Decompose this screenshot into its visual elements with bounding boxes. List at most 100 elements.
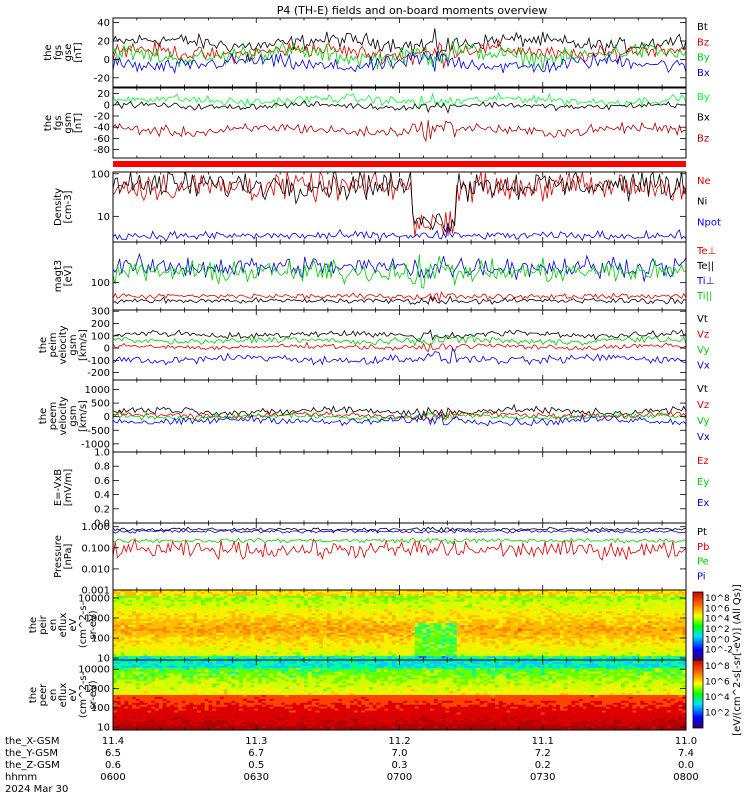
xaxis-tick-x: 11.1 [532, 736, 554, 747]
series-fgs_gsm-Bz [112, 120, 687, 143]
legend-peim_velocity-Vy: Vy [697, 345, 710, 356]
ylabel-line: eflux [58, 683, 69, 708]
legend-temperature-Ti⊥: Ti⊥ [696, 276, 714, 287]
xaxis-tick-t: 0730 [530, 772, 555, 783]
xaxis-tick-z: 0.6 [105, 760, 121, 771]
xaxis-tick-y: 6.5 [105, 748, 121, 759]
colorbar-label: [eV/(cm^2-s[-sr[-eV)] (All Qs)] [732, 584, 743, 736]
legend-pressure-Pt: Pt [697, 527, 707, 538]
colorbar [692, 659, 704, 729]
ytick-label: -100 [87, 356, 110, 367]
xaxis-tick-y: 6.7 [248, 748, 264, 759]
ytick-label: -80 [94, 145, 110, 156]
legend-peem_velocity-Vx: Vx [697, 432, 710, 443]
xaxis-tick-z: 0.2 [535, 760, 551, 771]
ytick-label: 10 [97, 723, 110, 734]
spectrogram-peir_efflux [113, 590, 687, 661]
colorbar-tick: 10^6 [705, 604, 730, 614]
colorbar-tick: 10^8 [705, 594, 730, 604]
ytick-label: -200 [87, 368, 110, 379]
ylabel-line: the [43, 44, 54, 60]
ytick-label: 0.6 [94, 476, 110, 487]
legend-fgs_gse-Bx: Bx [697, 68, 710, 79]
ylabel-line: [nT] [73, 113, 84, 133]
ylabel-line: eflux [58, 613, 69, 638]
ytick-label: 0 [104, 344, 110, 355]
panel-temperature: 100 magt3 [eV] Te⊥ Te|| Ti⊥ Ti|| [53, 241, 716, 311]
colorbar-tick: 10^-2 [705, 646, 733, 656]
ylabel-line: velocity [58, 325, 69, 364]
xaxis-row-label: the_X-GSM [5, 736, 59, 747]
legend-peem_velocity-Vt: Vt [697, 384, 708, 395]
ytick-label: 0.2 [94, 504, 110, 515]
ytick-label: 100 [91, 278, 110, 289]
xaxis-tick-t: 0630 [244, 772, 269, 783]
ytick-label: 1000 [85, 684, 110, 695]
ytick-label: 0 [104, 55, 110, 66]
ylabel-line: [km/s] [78, 400, 89, 432]
colorbar-tick: 10^4 [705, 615, 730, 625]
xaxis-tick-x: 11.0 [675, 736, 697, 747]
ylabel-line: the [38, 408, 49, 424]
panel-efield: 1.0 0.8 0.6 0.4 0.2 0.0 E=-VxB [mV/m] Ez Ey Ex [53, 448, 709, 530]
series-fgs_gse-By [112, 40, 687, 70]
ylabel-line: [mV/m] [63, 469, 74, 507]
ytick-label: 0.4 [94, 490, 110, 501]
ylabel-line: [cm-3] [63, 190, 74, 223]
ytick-label: 0 [104, 412, 110, 423]
ylabel-line: [nT] [73, 42, 84, 62]
ylabel-line: eV [68, 618, 79, 631]
series-peim_velocity-Vz [112, 341, 687, 353]
colorbar-tick: 10^8 [705, 662, 730, 672]
ytick-label: 0.8 [94, 462, 110, 473]
xaxis-tick-t: 0700 [387, 772, 412, 783]
ylabel-line: (cm^2-s- [78, 601, 89, 648]
panel-peer_efflux: 10000 1000 100 10 the peer en eflux eV (cm^2-s-sr… [28, 659, 687, 734]
xaxis-row-label: hhmm [5, 772, 37, 783]
ytick-label: -20 [94, 73, 110, 84]
ytick-label: 0.010 [81, 564, 110, 575]
series-temperature-Te⊥ [112, 291, 687, 303]
data-quality-bar [113, 161, 686, 167]
legend-fgs_gse-Bz: Bz [697, 37, 709, 48]
series-peim_velocity-Vx [112, 347, 687, 366]
ytick-label: 100 [91, 634, 110, 645]
ytick-label: 0.0 [94, 519, 110, 530]
colorbar-tick: 10^2 [705, 709, 730, 719]
legend-density-Ne: Ne [697, 176, 711, 187]
panel-frame [112, 309, 687, 381]
panel-peir_efflux: 10000 1000 100 10 the peir en eflux eV (cm^2-s-sr… [28, 589, 687, 665]
ytick-label: 100 [91, 331, 110, 342]
ytick-label: -1000 [81, 439, 110, 450]
series-fgs_gsm-By [112, 91, 687, 109]
series-density-Ne [112, 170, 687, 237]
ytick-label: 0.001 [81, 586, 110, 597]
ylabel-line: the [38, 337, 49, 353]
ytick-label: 100 [91, 703, 110, 714]
ytick-label: 40 [97, 18, 110, 29]
series-pressure-Pi [112, 528, 687, 534]
ylabel-line: velocity [58, 396, 69, 435]
ylabel-line: Pressure [53, 535, 64, 578]
ylabel-line: gsm [68, 334, 79, 355]
legend-temperature-Te||: Te|| [696, 261, 714, 272]
legend-pressure-Pe: Pe [697, 557, 709, 568]
legend-peim_velocity-Vx: Vx [697, 361, 710, 372]
panel-frame [112, 451, 687, 524]
xaxis-tick-t: 0600 [100, 772, 125, 783]
colorbar-tick: 10^6 [705, 678, 730, 688]
series-peem_velocity-Vt [112, 403, 687, 420]
legend-pressure-Pi: Pi [697, 571, 706, 582]
ylabel-line: peim [48, 332, 59, 357]
series-peem_velocity-Vx [112, 412, 687, 427]
ylabel-line: the [28, 617, 39, 633]
legend-fgs_gsm-Bz: Bz [697, 133, 709, 144]
series-pressure-Pt [112, 526, 687, 533]
panel-fgs_gse: 40 20 0 -20 the fgs gse [nT] Bt Bz By Bx [43, 17, 710, 88]
series-peim_velocity-Vt [112, 329, 687, 342]
legend-fgs_gse-Bt: Bt [697, 22, 708, 33]
ylabel-line: magt3 [53, 260, 64, 293]
xaxis-tick-y: 7.4 [678, 748, 694, 759]
ytick-label: 1.000 [81, 522, 110, 533]
